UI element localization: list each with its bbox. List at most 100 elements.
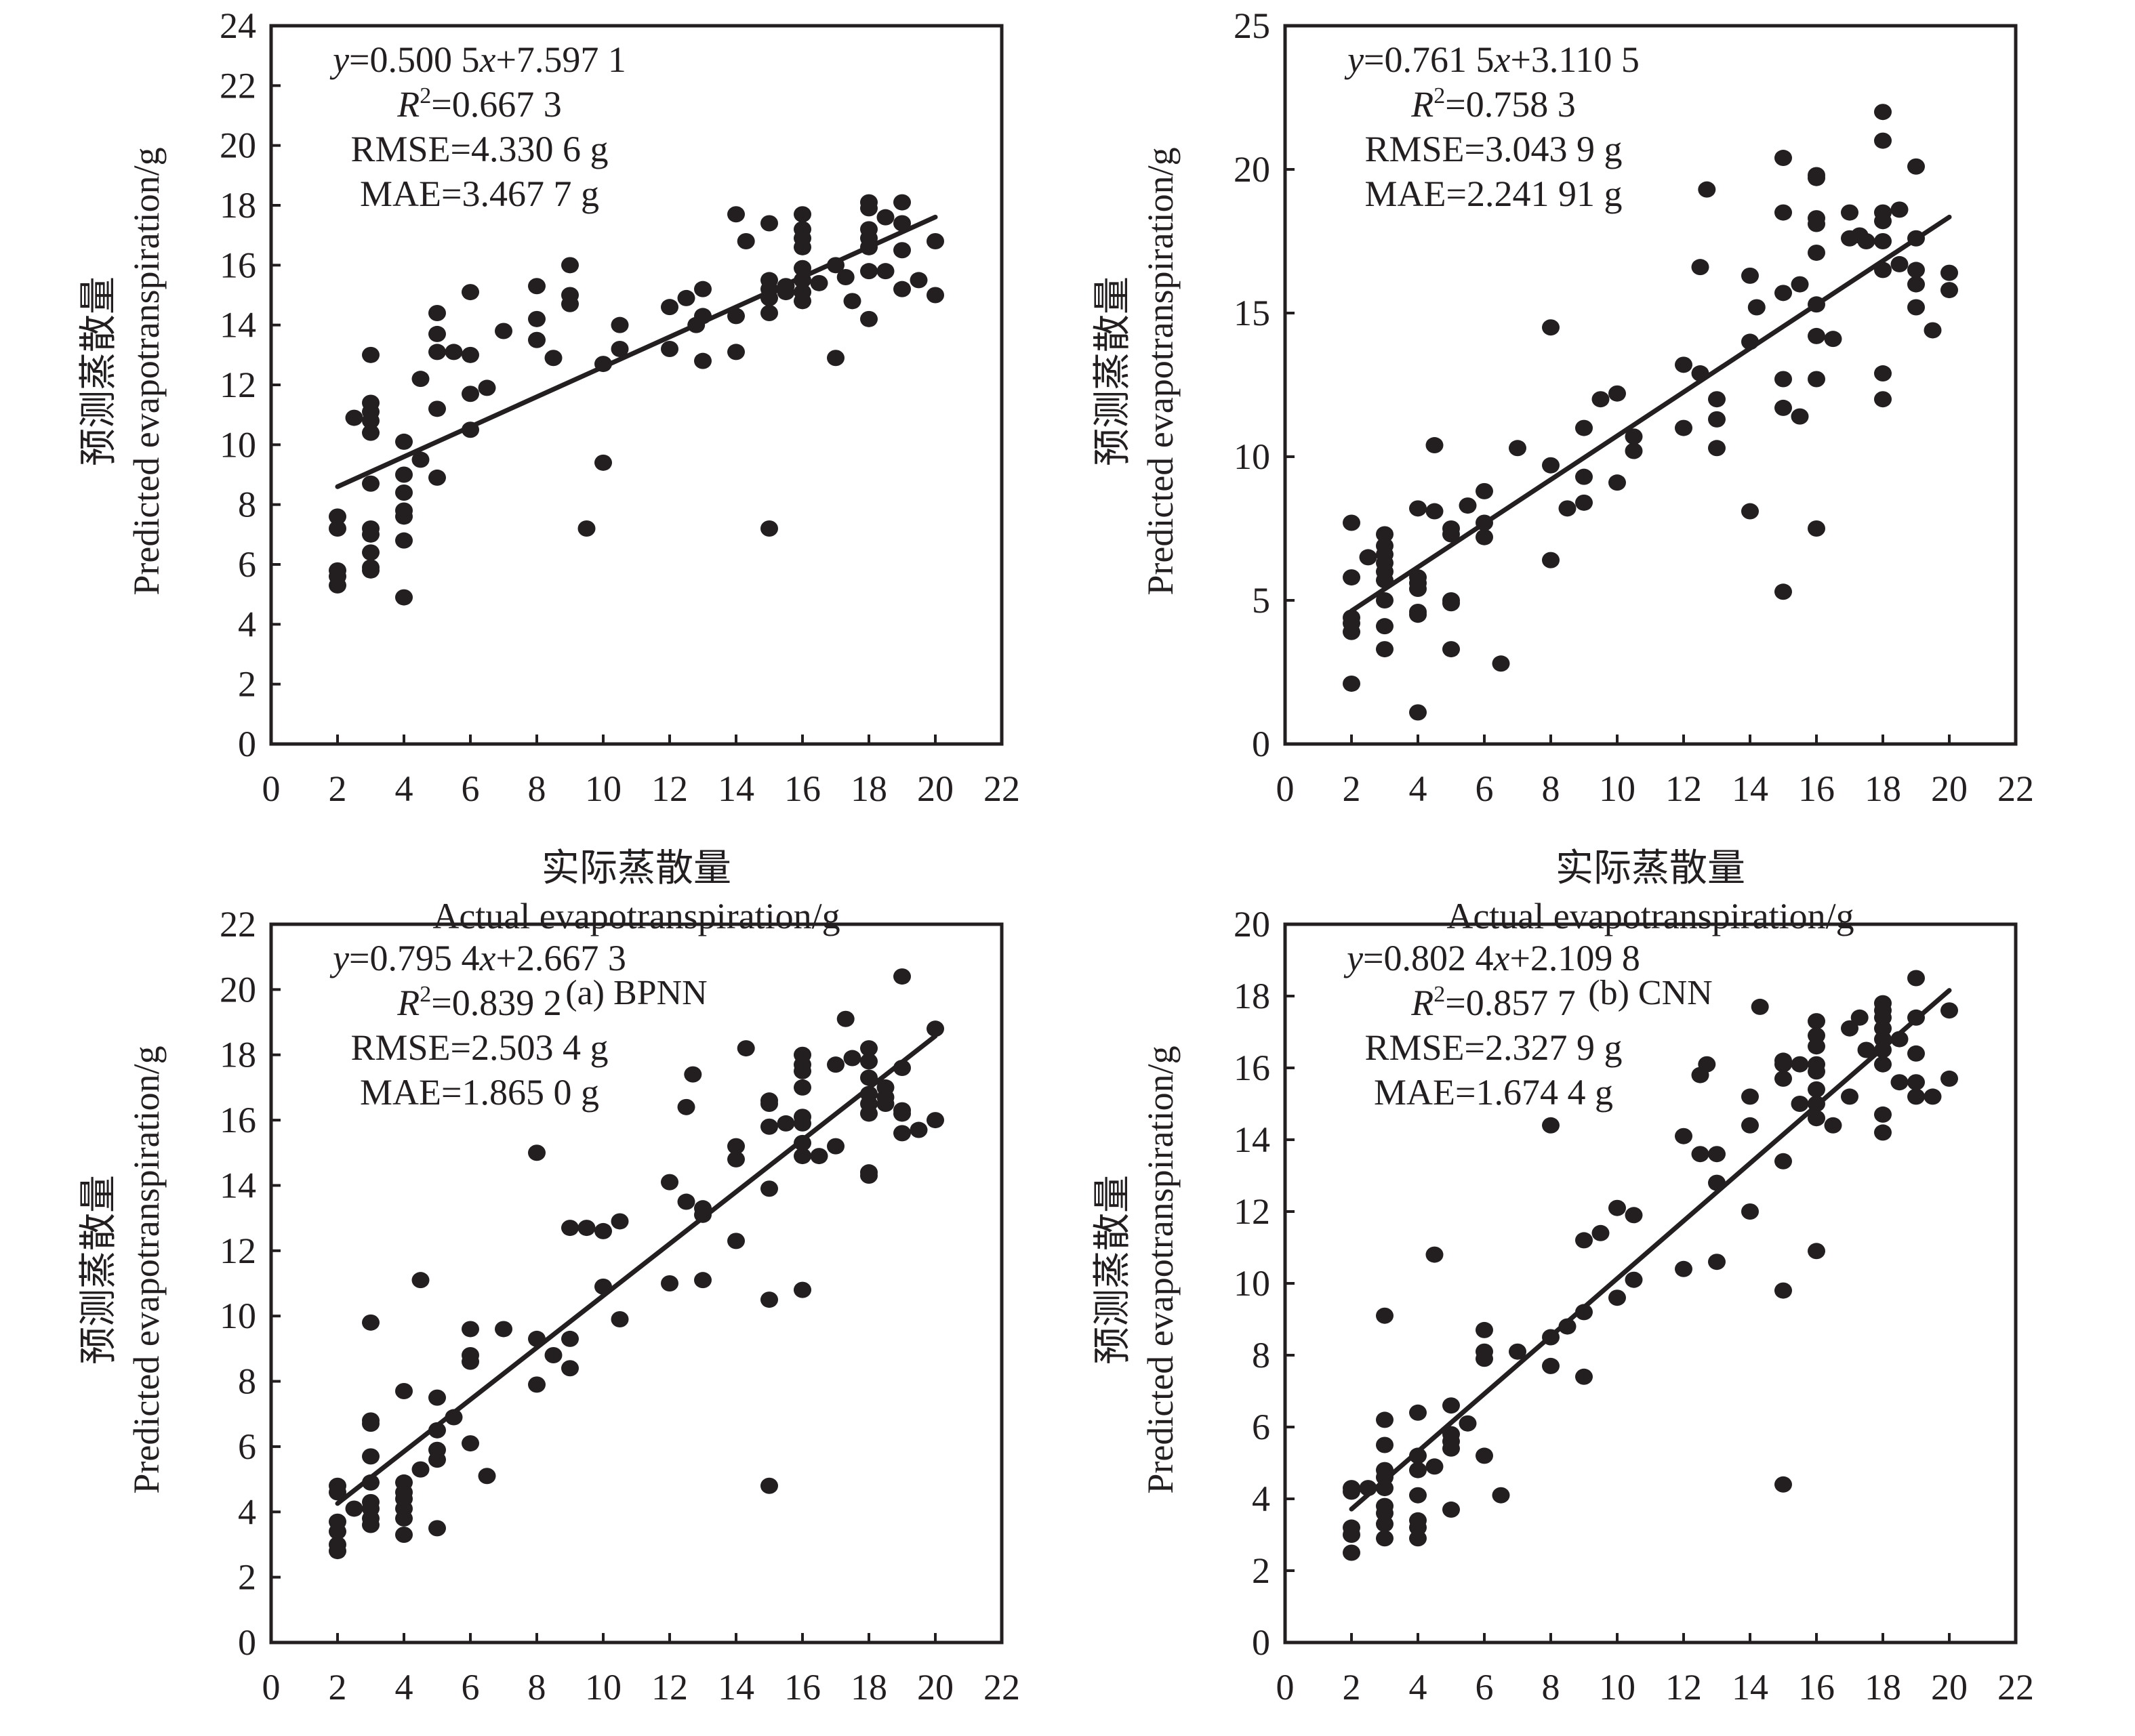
- data-point: [760, 1096, 778, 1112]
- data-point: [395, 1510, 413, 1527]
- annotation-mae: MAE=2.241 91 g: [1365, 173, 1623, 214]
- equation-y-symbol: y: [1344, 39, 1364, 80]
- data-point: [395, 508, 413, 525]
- data-point: [1907, 1009, 1925, 1026]
- y-tick-label: 2: [238, 1557, 256, 1598]
- data-point: [362, 413, 380, 429]
- data-point: [760, 1118, 778, 1135]
- data-point: [1591, 1224, 1610, 1241]
- data-point: [478, 1468, 496, 1485]
- r2-superscript: 2: [1434, 83, 1445, 108]
- data-point: [727, 206, 745, 223]
- x-tick-label: 18: [851, 1667, 887, 1708]
- data-point: [362, 1415, 380, 1432]
- data-point: [1774, 204, 1792, 221]
- x-tick-label: 16: [784, 1667, 821, 1708]
- data-point: [561, 1220, 579, 1237]
- annotation-equation: y=0.802 4x+2.109 8: [1343, 938, 1640, 978]
- data-point: [1542, 457, 1560, 474]
- x-tick-label: 0: [1276, 768, 1295, 809]
- y-tick-label: 18: [220, 185, 256, 226]
- data-point: [1343, 1544, 1360, 1561]
- data-point: [1824, 1117, 1842, 1134]
- data-point: [1691, 365, 1709, 382]
- data-point: [1874, 262, 1892, 278]
- data-point: [760, 1477, 778, 1494]
- data-point: [1741, 503, 1759, 520]
- annotation-rmse: RMSE=4.330 6 g: [350, 129, 608, 169]
- data-point: [428, 469, 446, 486]
- regression-line: [335, 214, 938, 489]
- y-tick-label: 12: [220, 365, 256, 405]
- data-point: [561, 295, 579, 312]
- data-point: [1376, 1437, 1394, 1453]
- data-point: [727, 1233, 745, 1249]
- data-point: [462, 386, 479, 402]
- equation-slope: =0.500 5: [349, 39, 479, 80]
- data-point: [1824, 331, 1842, 348]
- data-point: [1509, 1343, 1526, 1360]
- data-point: [1608, 1199, 1626, 1216]
- data-point: [329, 1523, 346, 1540]
- x-tick-label: 8: [528, 768, 546, 809]
- data-point: [411, 1461, 430, 1478]
- data-point: [893, 215, 911, 232]
- data-point: [1376, 641, 1394, 658]
- r2-symbol: R: [396, 983, 420, 1023]
- y-tick-label: 0: [1252, 1622, 1270, 1663]
- y-tick-label: 20: [1234, 149, 1270, 190]
- data-point: [1675, 356, 1692, 373]
- data-point: [860, 1069, 878, 1086]
- data-point: [1409, 1530, 1427, 1547]
- annotation-mae: MAE=1.674 4 g: [1374, 1072, 1613, 1113]
- y-tick-label: 5: [1252, 580, 1270, 621]
- data-point: [1874, 1056, 1892, 1073]
- data-point: [1708, 391, 1726, 408]
- data-point: [1343, 1527, 1360, 1543]
- y-tick-label: 14: [1234, 1119, 1270, 1160]
- data-point: [1409, 606, 1427, 623]
- data-point: [1409, 1462, 1427, 1479]
- y-tick-label: 16: [220, 245, 256, 285]
- x-tick-label: 14: [1732, 768, 1768, 809]
- data-point: [1774, 371, 1792, 388]
- data-point: [1625, 442, 1643, 459]
- x-tick-label: 10: [585, 1667, 622, 1708]
- y-tick-label: 0: [238, 724, 256, 764]
- data-point: [1940, 264, 1958, 281]
- data-point: [1542, 1357, 1560, 1374]
- y-axis-label: Predicted evapotranspiration/g: [1140, 147, 1181, 595]
- data-point: [411, 451, 430, 468]
- equation-slope: =0.795 4: [349, 938, 479, 978]
- data-point: [1442, 1501, 1460, 1518]
- data-point: [1675, 1128, 1692, 1144]
- data-point: [1608, 385, 1626, 402]
- x-tick-label: 16: [784, 768, 821, 809]
- data-point: [594, 1278, 612, 1295]
- data-point: [677, 1193, 695, 1210]
- data-point: [1808, 1081, 1825, 1098]
- y-tick-label: 10: [220, 424, 256, 465]
- data-point: [1343, 1483, 1360, 1500]
- equation-y-symbol: y: [329, 39, 349, 80]
- data-point: [577, 520, 596, 537]
- data-point: [1575, 468, 1593, 485]
- data-point: [445, 344, 463, 360]
- data-point: [1751, 998, 1769, 1015]
- data-point: [1940, 1002, 1958, 1019]
- data-point: [1808, 215, 1825, 232]
- y-tick-label: 10: [1234, 436, 1270, 477]
- data-point: [1442, 526, 1460, 543]
- data-point: [827, 257, 845, 274]
- data-point: [1857, 233, 1875, 249]
- data-point: [1575, 494, 1593, 511]
- data-point: [1808, 1096, 1825, 1112]
- data-point: [1791, 408, 1809, 425]
- data-point: [893, 968, 911, 985]
- data-point: [1841, 204, 1858, 221]
- data-point: [428, 344, 446, 360]
- data-point: [1376, 1530, 1394, 1547]
- data-point: [810, 274, 828, 291]
- data-point: [1907, 230, 1925, 247]
- data-point: [1741, 1203, 1759, 1220]
